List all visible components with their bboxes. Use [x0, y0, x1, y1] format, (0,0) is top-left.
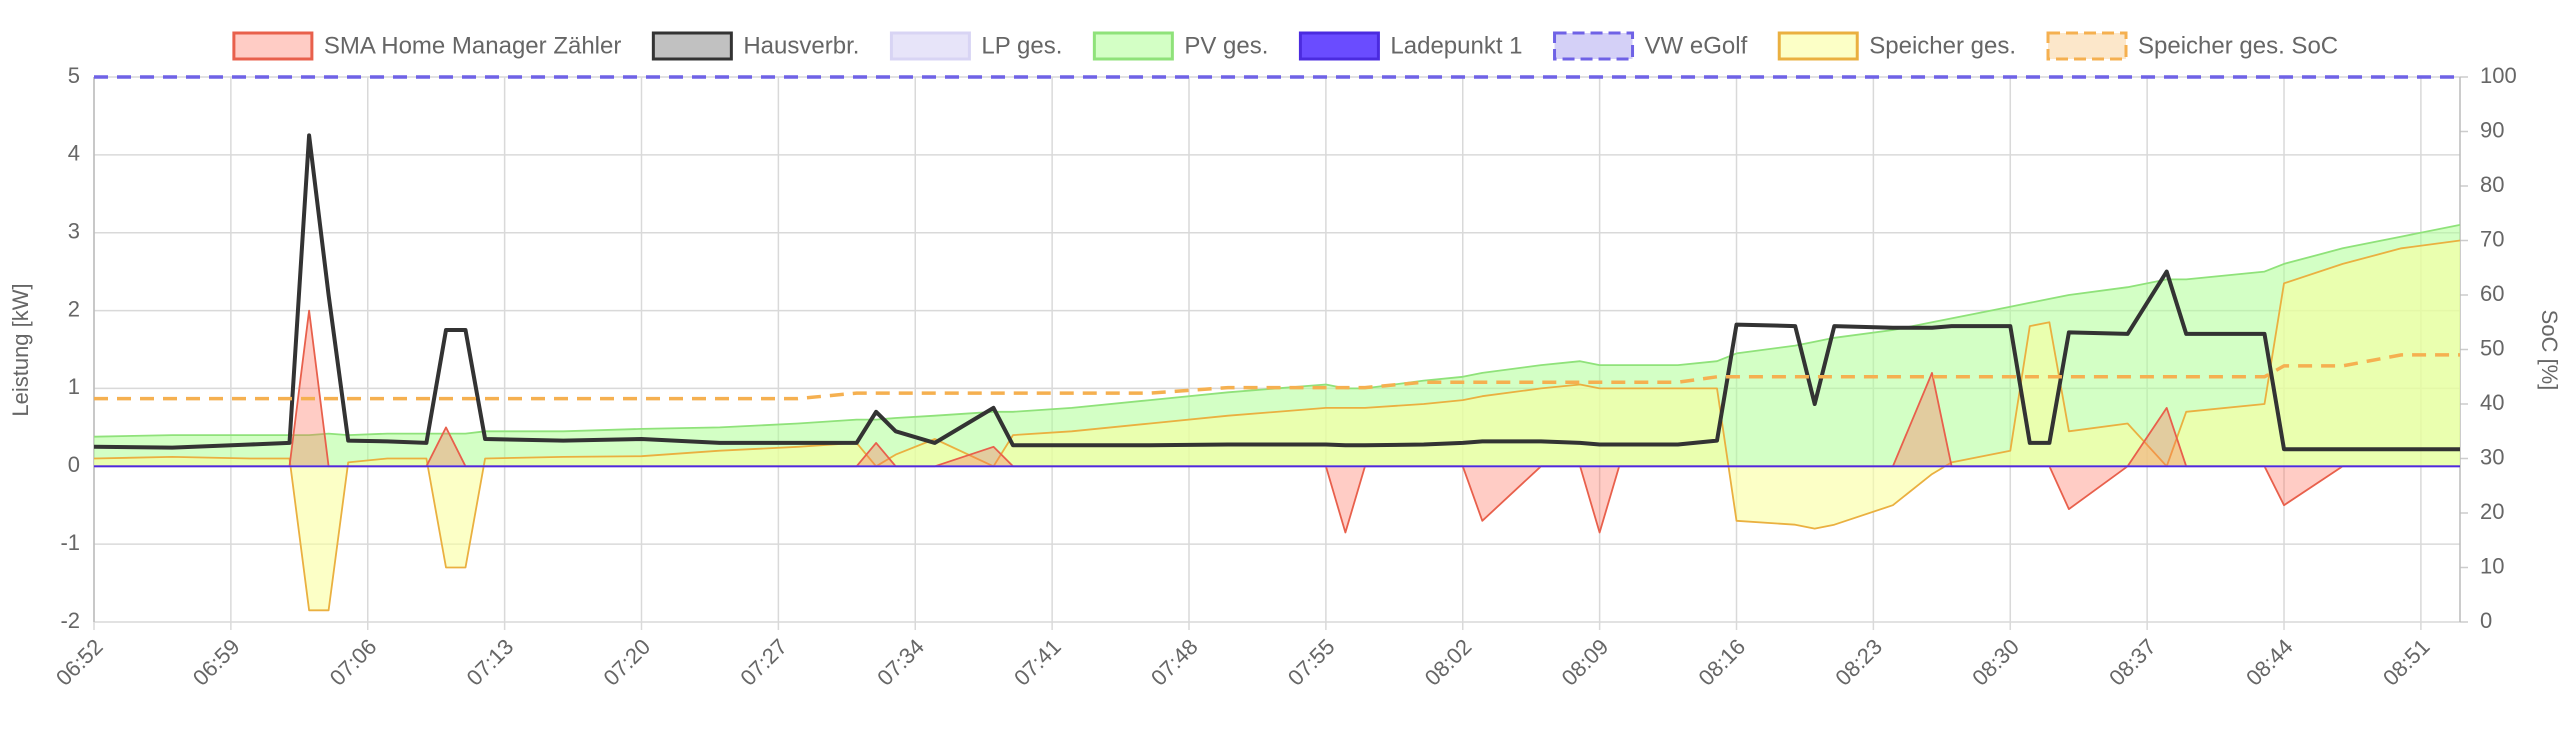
legend-swatch [1777, 31, 1859, 61]
legend-label: Hausverbr. [743, 32, 859, 59]
legend-item: VW eGolf [1553, 31, 1748, 61]
legend-swatch [2046, 31, 2128, 61]
y2-tick-label: 80 [2480, 172, 2504, 197]
legend-swatch [1092, 31, 1174, 61]
y2-tick-label: 70 [2480, 226, 2504, 251]
y2-tick-label: 100 [2480, 63, 2517, 88]
series-line [94, 353, 2460, 401]
legend-item: Speicher ges. [1777, 31, 2016, 61]
x-tick-label: 07:20 [599, 634, 656, 691]
x-tick-label: 06:52 [51, 634, 108, 691]
y2-tick-label: 90 [2480, 117, 2504, 142]
y2-tick-label: 30 [2480, 444, 2504, 469]
y-tick-label: 5 [68, 63, 80, 88]
legend: SMA Home Manager Zähler Hausverbr. LP ges.… [232, 31, 2338, 61]
x-tick-label: 07:27 [735, 634, 792, 691]
x-tick-label: 07:34 [872, 634, 929, 691]
x-tick-label: 08:02 [1420, 634, 1477, 691]
legend-item: Hausverbr. [651, 31, 859, 61]
x-tick-label: 08:44 [2241, 634, 2298, 691]
legend-item: Ladepunkt 1 [1298, 31, 1523, 61]
x-tick-label: 07:41 [1009, 634, 1066, 691]
area [94, 240, 2460, 611]
y2-tick-label: 10 [2480, 553, 2504, 578]
x-tick-label: 08:30 [1967, 634, 2024, 691]
legend-swatch [651, 31, 733, 61]
y2-tick-label: 20 [2480, 499, 2504, 524]
x-tick-label: 08:37 [2104, 634, 2161, 691]
legend-label: SMA Home Manager Zähler [324, 32, 621, 59]
legend-label: Speicher ges. [1869, 32, 2016, 59]
x-tick-label: 08:23 [1830, 634, 1887, 691]
legend-item: LP ges. [889, 31, 1062, 61]
y2-tick-label: 40 [2480, 390, 2504, 415]
y-tick-label: 0 [68, 452, 80, 477]
legend-swatch [1553, 31, 1635, 61]
legend-label: Ladepunkt 1 [1390, 32, 1522, 59]
legend-label: LP ges. [981, 32, 1062, 59]
legend-swatch [1298, 31, 1380, 61]
x-tick-label: 07:06 [325, 634, 382, 691]
x-tick-label: 07:13 [462, 634, 519, 691]
x-tick-label: 06:59 [188, 634, 245, 691]
y2-tick-label: 50 [2480, 335, 2504, 360]
legend-swatch [889, 31, 971, 61]
x-tick-label: 08:16 [1694, 634, 1751, 691]
legend-item: Speicher ges. SoC [2046, 31, 2338, 61]
legend-item: PV ges. [1092, 31, 1268, 61]
series-line [93, 133, 2460, 452]
y2-tick-label: 60 [2480, 281, 2504, 306]
y-axis-title: Leistung [kW] [8, 283, 33, 416]
y-tick-label: 4 [68, 141, 80, 166]
y2-tick-label: 0 [2480, 608, 2492, 633]
y-tick-label: 3 [68, 219, 80, 244]
y-tick-label: -2 [60, 608, 80, 633]
legend-label: PV ges. [1184, 32, 1268, 59]
x-tick-label: 08:51 [2378, 634, 2435, 691]
y-tick-label: 1 [68, 374, 80, 399]
y-tick-label: -1 [60, 530, 80, 555]
x-tick-label: 08:09 [1557, 634, 1614, 691]
series-line [93, 239, 2461, 612]
x-tick-label: 07:55 [1283, 634, 1340, 691]
y2-axis-title: SoC [%] [2537, 310, 2562, 391]
y-tick-label: 2 [68, 296, 80, 321]
legend-swatch [232, 31, 314, 61]
legend-item: SMA Home Manager Zähler [232, 31, 621, 61]
legend-label: VW eGolf [1645, 32, 1748, 59]
x-tick-label: 07:48 [1146, 634, 1203, 691]
area [94, 224, 2460, 467]
legend-label: Speicher ges. SoC [2138, 32, 2338, 59]
